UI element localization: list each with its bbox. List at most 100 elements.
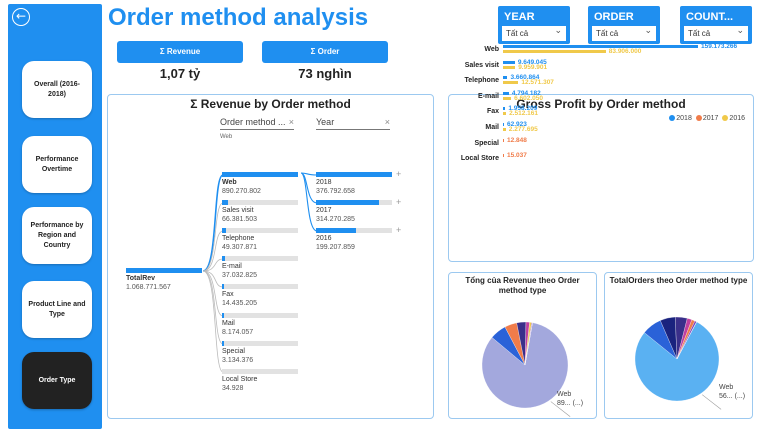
decomp-method-node[interactable]: Sales visit 66.381.503 bbox=[222, 200, 298, 224]
decomp-method-node[interactable]: E-mail 37.032.825 bbox=[222, 256, 298, 280]
pie-orders-chart[interactable] bbox=[605, 273, 754, 420]
slicer-order-value: Tất cả bbox=[596, 29, 619, 38]
gp-bar[interactable] bbox=[503, 45, 698, 48]
gp-category-row: Web 159.173.266 83.906.000 bbox=[453, 43, 749, 57]
expand-plus-icon[interactable]: + bbox=[396, 169, 402, 179]
decomp-method-node[interactable]: Local Store 34.928 bbox=[222, 369, 298, 393]
gp-bar[interactable] bbox=[503, 92, 509, 95]
pie-slice[interactable] bbox=[481, 322, 569, 409]
pie-revenue-title: Tổng của Revenue theo Order method type bbox=[465, 276, 580, 295]
legend-item[interactable]: 2018 bbox=[669, 115, 692, 122]
gp-category-label: E-mail bbox=[477, 93, 499, 100]
pie-revenue-chart[interactable] bbox=[449, 273, 598, 420]
decomp-root-node[interactable]: TotalRev 1.068.771.567 bbox=[126, 268, 202, 292]
back-arrow-icon[interactable]: ← bbox=[12, 8, 30, 26]
legend-item[interactable]: 2016 bbox=[722, 115, 745, 122]
legend-label: 2018 bbox=[676, 115, 692, 122]
decomp-col-order-method[interactable]: Order method ... × bbox=[220, 117, 294, 130]
nav-order-type-label: Order Type bbox=[38, 376, 76, 384]
expand-plus-icon[interactable]: + bbox=[396, 225, 402, 235]
decomp-method-node[interactable]: Web 890.270.802 bbox=[222, 172, 298, 196]
kpi-revenue-value: 1,07 tỷ bbox=[159, 66, 201, 81]
slicer-order-dropdown[interactable]: Tất cả ⌄ bbox=[592, 26, 656, 41]
expand-plus-icon[interactable]: + bbox=[396, 197, 402, 207]
chevron-down-icon: ⌄ bbox=[736, 26, 744, 36]
decomp-connector bbox=[202, 270, 224, 345]
pie-orders-web-name: Web bbox=[719, 384, 734, 391]
decomp-method-value: 8.174.057 bbox=[222, 329, 254, 336]
decomp-method-value: 49.307.871 bbox=[222, 244, 258, 251]
decomp-method-bar-track bbox=[222, 256, 298, 261]
gp-bar[interactable] bbox=[503, 107, 506, 110]
gp-data-label: 4.794.182 bbox=[511, 90, 541, 97]
gp-bar[interactable] bbox=[503, 123, 504, 126]
decomp-method-node[interactable]: Telephone 49.307.871 bbox=[222, 228, 298, 252]
gp-bar[interactable] bbox=[503, 97, 512, 100]
slicer-country-value: Tất cả bbox=[688, 29, 711, 38]
gp-data-label: 9.959.901 bbox=[518, 64, 548, 71]
decomp-connector bbox=[202, 258, 224, 272]
gp-bar[interactable] bbox=[503, 66, 516, 69]
slicer-country[interactable]: COUNT... Tất cả ⌄ bbox=[680, 6, 752, 44]
gp-bar[interactable] bbox=[503, 139, 504, 142]
gp-bar[interactable] bbox=[503, 61, 515, 64]
decomp-col-order-method-label: Order method ... bbox=[220, 117, 286, 127]
legend-dot-icon bbox=[695, 115, 702, 122]
decomp-year-node[interactable]: 2016 199.207.859 bbox=[316, 228, 392, 252]
decomp-year-node[interactable]: 2017 314.270.285 bbox=[316, 200, 392, 224]
gp-bar[interactable] bbox=[503, 154, 504, 157]
slicer-order[interactable]: ORDER Tất cả ⌄ bbox=[588, 6, 660, 44]
legend-item[interactable]: 2017 bbox=[695, 115, 718, 122]
nav-order-type-button[interactable]: Order Type bbox=[22, 352, 92, 409]
gp-category-row: E-mail 4.794.182 6.602.050 bbox=[453, 90, 749, 104]
gross-profit-panel: Gross Profit by Order method 2018 2017 201… bbox=[448, 43, 754, 262]
gp-bar[interactable] bbox=[503, 50, 606, 53]
pie-orders-title: TotalOrders theo Order method type bbox=[609, 276, 748, 285]
decomp-col-year[interactable]: Year × bbox=[316, 117, 390, 130]
gp-category-row: Telephone 3.660.864 12.571.307 bbox=[453, 74, 749, 88]
gp-data-label: 15.037 bbox=[507, 152, 527, 159]
gp-category-label: Telephone bbox=[464, 77, 499, 84]
decomp-method-node[interactable]: Special 3.134.376 bbox=[222, 341, 298, 365]
decomp-year-label: 2018 bbox=[316, 179, 332, 186]
decomp-method-node[interactable]: Fax 14.435.205 bbox=[222, 284, 298, 308]
decomp-method-value: 14.435.205 bbox=[222, 300, 258, 307]
nav-performance-overtime-button[interactable]: Performance Overtime bbox=[22, 136, 92, 193]
pie-orders-web-value: 56... (...) bbox=[719, 393, 746, 400]
gp-data-label: 12.571.307 bbox=[521, 79, 554, 86]
slicer-year[interactable]: YEAR Tất cả ⌄ bbox=[498, 6, 570, 44]
decomp-method-bar-track bbox=[222, 284, 298, 289]
gp-bar[interactable] bbox=[503, 128, 506, 131]
gp-category-row: Fax 1.958.209 2.512.161 bbox=[453, 105, 749, 119]
close-icon[interactable]: × bbox=[384, 117, 390, 127]
gp-data-label: 9.649.045 bbox=[517, 59, 547, 66]
pie-slice[interactable] bbox=[524, 322, 533, 366]
nav-overall-button[interactable]: Overall (2016-2018) bbox=[22, 61, 92, 118]
pie-slice[interactable] bbox=[676, 321, 697, 360]
decomp-year-node[interactable]: 2018 376.792.658 bbox=[316, 172, 392, 196]
decomp-root-label: TotalRev bbox=[126, 275, 156, 282]
nav-region-country-label: Performance by Region and Country bbox=[30, 221, 84, 249]
slicer-year-dropdown[interactable]: Tất cả ⌄ bbox=[502, 26, 566, 41]
slicer-country-dropdown[interactable]: Tất cả ⌄ bbox=[684, 26, 748, 41]
decomp-method-node[interactable]: Mail 8.174.057 bbox=[222, 313, 298, 337]
gp-data-label: 159.173.266 bbox=[700, 43, 738, 50]
gp-bar[interactable] bbox=[503, 81, 519, 84]
decomp-method-bar bbox=[222, 228, 227, 233]
decomp-selected-path: Web bbox=[220, 134, 233, 140]
pie-slice[interactable] bbox=[634, 321, 720, 402]
decomp-method-bar-track bbox=[222, 228, 298, 233]
decomposition-tree-title: Σ Revenue by Order method bbox=[190, 97, 351, 111]
decomp-year-bar-track bbox=[316, 200, 392, 205]
pie-revenue-web-label: Web 89... (...) bbox=[557, 390, 583, 408]
gp-bar[interactable] bbox=[503, 76, 508, 79]
nav-region-country-button[interactable]: Performance by Region and Country bbox=[22, 207, 92, 264]
gp-bar[interactable] bbox=[503, 112, 507, 115]
kpi-revenue-label: Σ Revenue bbox=[117, 41, 243, 63]
decomp-year-bar-track bbox=[316, 228, 392, 233]
decomp-year-value: 314.270.285 bbox=[316, 216, 355, 223]
gp-category-label: Fax bbox=[486, 108, 499, 115]
close-icon[interactable]: × bbox=[288, 117, 294, 127]
pie-revenue-panel: Tổng của Revenue theo Order method type … bbox=[448, 272, 597, 419]
nav-product-line-button[interactable]: Product Line and Type bbox=[22, 281, 92, 338]
